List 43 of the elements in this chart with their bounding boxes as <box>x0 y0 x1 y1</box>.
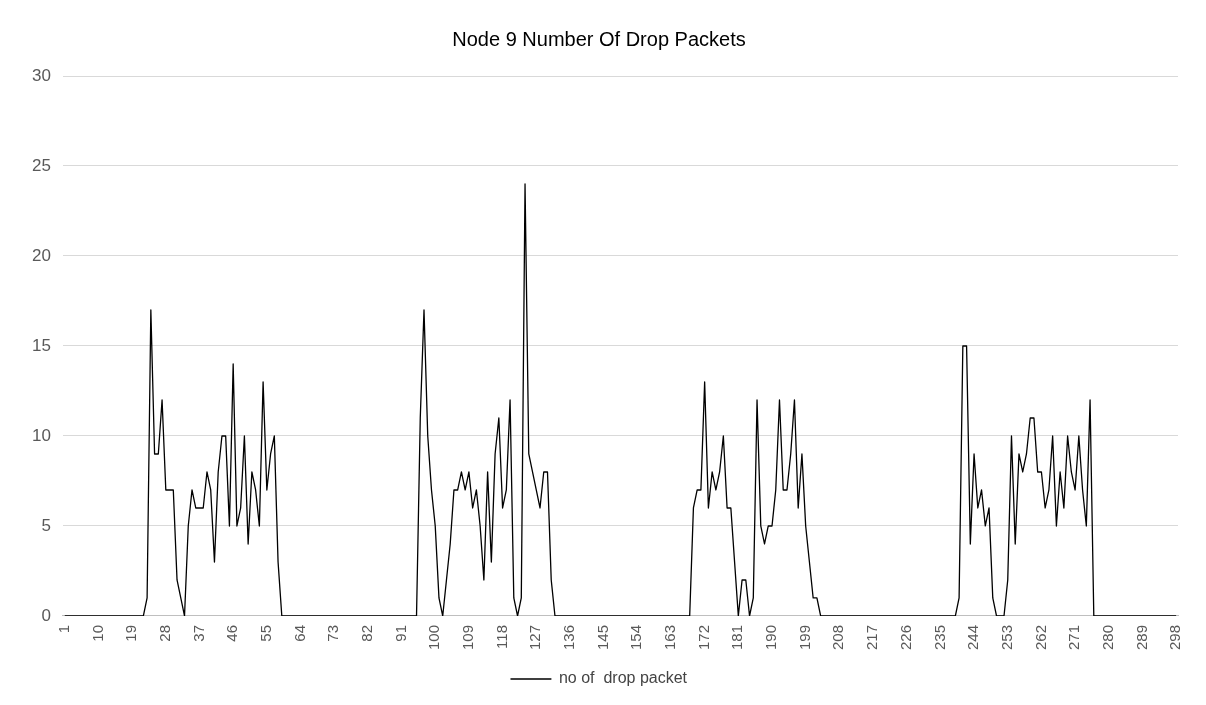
x-tick-label: 253 <box>997 624 1015 650</box>
legend-label: no of drop packet <box>558 669 688 687</box>
x-tick-label: 163 <box>661 624 679 650</box>
x-tick-label: 127 <box>526 624 544 650</box>
x-tick-label: 208 <box>829 624 847 650</box>
x-tick-label: 46 <box>223 624 241 642</box>
chart-title: Node 9 Number Of Drop Packets <box>452 27 746 50</box>
x-tick-label: 262 <box>1031 624 1049 650</box>
x-tick-label: 91 <box>391 624 409 642</box>
x-tick-label: 1 <box>54 624 72 634</box>
y-tick-label: 25 <box>31 155 51 175</box>
y-tick-label: 20 <box>31 245 51 265</box>
x-tick-label: 118 <box>492 624 510 649</box>
x-tick-label: 181 <box>728 624 746 650</box>
x-tick-label: 289 <box>1132 624 1150 650</box>
x-tick-label: 37 <box>189 624 207 642</box>
x-tick-label: 235 <box>930 624 948 650</box>
x-tick-label: 154 <box>627 624 645 650</box>
x-tick-label: 190 <box>762 624 780 650</box>
x-tick-label: 10 <box>88 624 106 642</box>
x-tick-label: 145 <box>593 624 611 650</box>
x-tick-label: 73 <box>324 624 342 642</box>
y-tick-label: 10 <box>31 425 51 445</box>
y-tick-label: 5 <box>41 515 51 535</box>
x-tick-label: 271 <box>1065 624 1083 650</box>
x-tick-label: 199 <box>795 624 813 650</box>
x-tick-label: 280 <box>1098 624 1116 650</box>
x-tick-label: 217 <box>863 624 881 650</box>
y-tick-label: 15 <box>31 335 51 355</box>
x-tick-label: 172 <box>694 624 712 650</box>
x-tick-label: 82 <box>358 624 376 642</box>
x-tick-label: 28 <box>155 624 173 642</box>
y-tick-label: 0 <box>41 605 51 625</box>
x-tick-label: 55 <box>256 624 274 642</box>
x-tick-label: 19 <box>122 624 140 642</box>
x-tick-label: 226 <box>896 624 914 650</box>
x-tick-label: 298 <box>1166 624 1184 650</box>
x-tick-label: 244 <box>964 624 982 650</box>
x-tick-label: 64 <box>290 624 308 642</box>
x-tick-label: 136 <box>560 624 578 650</box>
x-tick-label: 109 <box>459 624 477 650</box>
x-tick-label: 100 <box>425 624 443 650</box>
y-tick-label: 30 <box>31 65 51 85</box>
